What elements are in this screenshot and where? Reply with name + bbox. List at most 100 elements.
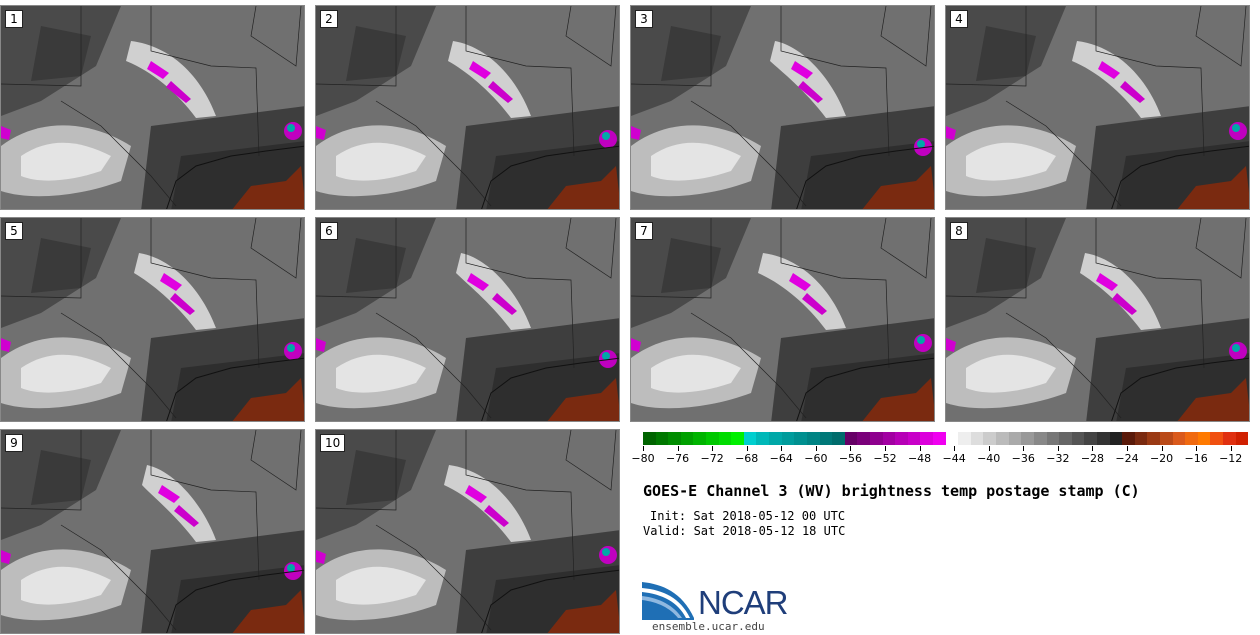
cold-cloud-top: [802, 293, 827, 315]
colorbar-tick-label: −64: [769, 452, 793, 465]
convective-core: [1232, 344, 1240, 352]
colorbar-tick: [988, 446, 990, 451]
ncar-logo-text: NCAR: [698, 584, 789, 621]
colorbar-tick: [643, 446, 644, 451]
warm-region: [547, 590, 619, 633]
colorbar-swatch: [1008, 432, 1022, 445]
warm-region: [1177, 166, 1249, 209]
colorbar-swatch: [781, 432, 795, 445]
dry-region-core: [346, 26, 406, 81]
colorbar-tick-label: −44: [942, 452, 966, 465]
cold-cloud-top: [166, 81, 191, 103]
member-panel-8: 8: [945, 217, 1250, 422]
moist-band-core: [336, 142, 426, 181]
colorbar-tick-label: −24: [1115, 452, 1139, 465]
coastline: [1111, 357, 1249, 421]
coastline: [481, 569, 619, 633]
colorbar-swatch: [1223, 432, 1236, 445]
colorbar-tick: [1230, 446, 1232, 451]
convective-core: [917, 336, 925, 344]
state-border: [150, 6, 260, 157]
moist-band-core: [21, 354, 111, 393]
colorbar-swatch: [844, 432, 858, 445]
moist-plume-north: [134, 253, 216, 330]
state-border: [316, 218, 397, 299]
colorbar-swatch: [983, 432, 997, 445]
member-label: 8: [950, 222, 968, 240]
wv-field-map: [946, 218, 1249, 421]
colorbar-tick-label: −60: [804, 452, 828, 465]
coastline: [166, 357, 304, 421]
colorbar-swatch: [680, 432, 694, 445]
colorbar-swatch: [920, 432, 934, 445]
state-border: [250, 430, 302, 491]
state-border: [1, 430, 82, 511]
state-border: [1005, 312, 1122, 419]
coastline: [796, 145, 934, 209]
moist-plume-north: [126, 41, 216, 118]
coastline: [166, 145, 304, 209]
warm-region: [1177, 378, 1249, 421]
coastline: [481, 357, 619, 421]
cold-cloud-top: [147, 61, 169, 79]
colorbar-swatch: [1033, 432, 1047, 445]
chart-title: GOES-E Channel 3 (WV) brightness temp po…: [643, 482, 1140, 500]
colorbar-tick: [1057, 446, 1059, 451]
colorbar-ticks: −80 −76 −72 −68 −64 −60 −56 −52 −48 −44 −40 −36 −32−…: [631, 446, 1248, 470]
convective-core: [602, 352, 610, 360]
state-border: [465, 430, 575, 581]
wv-field-map: [1, 6, 304, 209]
coastline: [166, 569, 304, 633]
state-border: [1095, 6, 1205, 157]
state-border: [631, 6, 712, 87]
member-panel-3: 3: [630, 5, 935, 210]
colorbar-swatch: [1235, 432, 1249, 445]
footer-url: ensemble.ucar.edu: [652, 620, 765, 633]
colorbar-swatch: [819, 432, 833, 445]
cold-cloud-top: [1098, 61, 1120, 79]
warm-region: [547, 378, 619, 421]
cold-cloud-top: [174, 505, 199, 527]
colorbar-swatch: [806, 432, 820, 445]
colorbar-swatch: [832, 432, 845, 445]
member-panel-1: 1: [0, 5, 305, 210]
state-border: [316, 6, 397, 87]
warm-region: [232, 590, 304, 633]
state-border: [60, 524, 177, 631]
state-border: [150, 430, 260, 581]
convective-core: [287, 564, 295, 572]
member-label: 9: [5, 434, 23, 452]
dry-region-core: [976, 26, 1036, 81]
dry-region-core: [31, 450, 91, 505]
dry-region-core: [31, 238, 91, 293]
state-border: [1, 6, 82, 87]
colorbar-tick-label: −72: [700, 452, 724, 465]
colorbar-tick-label: −28: [1080, 452, 1105, 465]
state-border: [1195, 218, 1247, 279]
state-border: [60, 100, 177, 207]
state-border: [375, 312, 492, 419]
coastline: [1111, 145, 1249, 209]
colorbar-swatch: [643, 432, 656, 445]
warm-region: [232, 166, 304, 209]
ncar-logo-icon: [642, 582, 694, 620]
cold-cloud-top: [467, 273, 489, 291]
colorbar-tick: [1161, 446, 1163, 451]
warm-region: [862, 378, 934, 421]
moist-band-core: [336, 566, 426, 605]
colorbar-swatch: [970, 432, 984, 445]
state-border: [1, 218, 82, 299]
convective-core: [1232, 124, 1240, 132]
colorbar-swatch: [655, 432, 669, 445]
wv-field-map: [316, 218, 619, 421]
wv-field-map: [1, 218, 304, 421]
convective-core: [602, 132, 610, 140]
cold-cloud-top: [484, 505, 509, 527]
colorbar-tick-label: −16: [1184, 452, 1208, 465]
member-label: 7: [635, 222, 653, 240]
colorbar: [643, 432, 1249, 445]
state-border: [316, 430, 397, 511]
cold-cloud-top: [1112, 293, 1137, 315]
state-border: [690, 312, 807, 419]
coastline: [796, 357, 934, 421]
